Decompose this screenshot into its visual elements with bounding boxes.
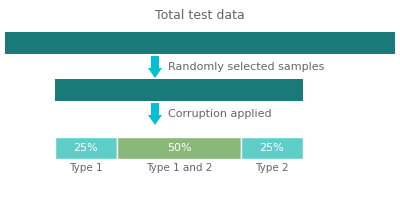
Text: 25%: 25% [74, 143, 98, 153]
Text: Total test data: Total test data [155, 9, 245, 22]
Bar [5, 32, 395, 54]
Bar [55, 79, 303, 101]
Text: 25%: 25% [260, 143, 284, 153]
Text: 50%: 50% [167, 143, 191, 153]
Bar [241, 137, 303, 159]
Text: Type 1: Type 1 [69, 163, 103, 173]
Bar [55, 137, 117, 159]
Text: Type 1 and 2: Type 1 and 2 [146, 163, 212, 173]
Text: Type 2: Type 2 [255, 163, 289, 173]
Bar [151, 56, 159, 68]
Text: Corruption applied: Corruption applied [168, 109, 272, 119]
Bar [151, 103, 159, 115]
Polygon shape [148, 115, 162, 125]
Text: Randomly selected samples: Randomly selected samples [168, 62, 324, 72]
Bar [117, 137, 241, 159]
Polygon shape [148, 68, 162, 78]
